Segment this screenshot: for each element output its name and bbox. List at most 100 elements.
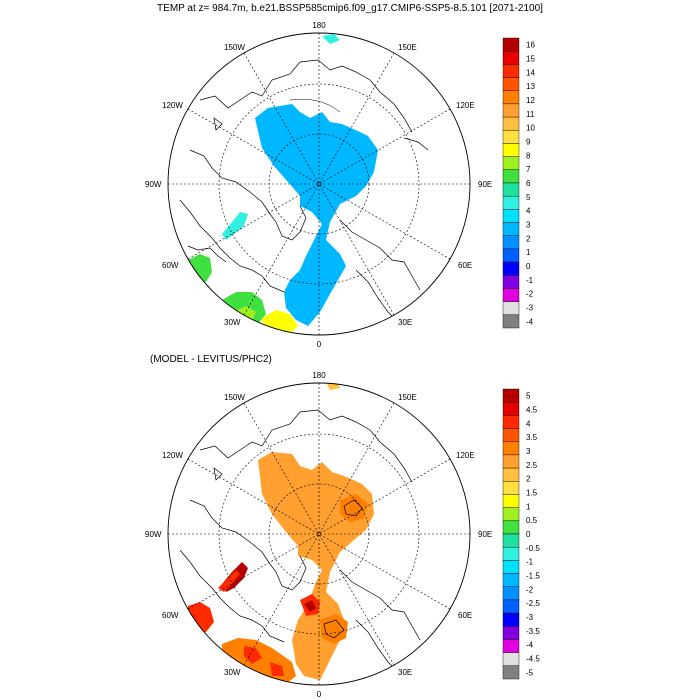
top-colorbar-label: 13	[526, 82, 535, 91]
bottom-colorbar-label: 1.5	[526, 488, 538, 497]
bottom-colorbar-label: 2	[526, 475, 531, 484]
top-main-field	[255, 104, 378, 326]
top-colorbar-box	[502, 116, 520, 131]
top-lon-label-150e: 150E	[398, 43, 417, 52]
bottom-coastlines	[179, 409, 421, 673]
top-colorbar-label: 6	[526, 179, 531, 188]
top-colorbar-box	[502, 37, 520, 52]
top-colorbar-box	[502, 156, 520, 171]
top-colorbar-box	[502, 50, 520, 65]
bottom-lon-label-90w: 90W	[145, 530, 162, 539]
top-colorbar-label: 15	[526, 54, 535, 63]
top-colorbar-box	[502, 195, 520, 210]
bottom-colorbar-label: 3.5	[526, 433, 538, 442]
top-colorbar-box	[502, 209, 520, 223]
top-colorbar-label: -1	[526, 276, 534, 285]
bottom-lon-label-150e: 150E	[398, 393, 417, 402]
bottom-orange-patch-30e	[320, 614, 348, 644]
bottom-colorbar: 5 4.5 4 3.5 3 2.5 2 1.5 1 0.5 0 -0.5 -1 -1.5 -2 -2.5 -3 -…	[502, 388, 540, 680]
bottom-colorbar-label: 4	[526, 419, 531, 428]
top-lon-label-180: 180	[312, 21, 326, 30]
top-map-boundary	[167, 32, 471, 336]
top-colorbar-box	[502, 103, 520, 118]
top-colorbar-box	[502, 143, 520, 157]
bottom-colorbar-box	[502, 454, 520, 469]
bottom-orange-patch-30w	[222, 638, 296, 684]
top-polar-map	[179, 34, 429, 335]
bottom-yellow-patch-north	[326, 383, 340, 390]
top-lon-label-60e: 60E	[458, 261, 472, 270]
bottom-graticule	[168, 383, 470, 685]
bottom-colorbar-box	[502, 428, 520, 442]
top-colorbar-box	[502, 90, 520, 105]
top-colorbar-box	[502, 235, 520, 250]
bottom-colorbar-label: 1	[526, 502, 531, 511]
main-title: TEMP at z= 984.7m, b.e21.BSSP585cmip6.f0…	[157, 3, 543, 14]
top-colorbar-label: 5	[526, 193, 531, 202]
bottom-colorbar-box	[502, 494, 520, 508]
top-lon-label-60w: 60W	[162, 261, 179, 270]
top-colorbar-box	[502, 169, 520, 184]
top-colorbar-label: 7	[526, 165, 531, 174]
bottom-colorbar-box	[502, 599, 520, 614]
top-graticule	[168, 33, 470, 335]
bottom-colorbar-label: -3	[526, 613, 534, 622]
bottom-lon-label-0: 0	[317, 690, 322, 699]
bottom-colorbar-box	[502, 401, 520, 416]
bottom-lon-label-30w: 30W	[224, 668, 241, 677]
difference-subtitle: (MODEL - LEVITUS/PHC2)	[150, 354, 272, 365]
top-colorbar-label: -3	[526, 304, 534, 313]
bottom-colorbar-label: -4	[526, 641, 534, 650]
bottom-colorbar-box	[502, 573, 520, 587]
top-colorbar-box	[502, 288, 520, 302]
top-colorbar-label: 8	[526, 151, 531, 160]
bottom-lon-label-120w: 120W	[162, 451, 183, 460]
top-colorbar-label: -2	[526, 290, 534, 299]
top-lon-label-30e: 30E	[398, 318, 412, 327]
bottom-lon-label-150w: 150W	[224, 393, 245, 402]
bottom-colorbar-box	[502, 639, 520, 653]
top-colorbar-box	[502, 275, 520, 289]
bottom-lon-label-90e: 90E	[478, 530, 492, 539]
bottom-colorbar-label: 0.5	[526, 516, 538, 525]
bottom-orange-ring	[340, 494, 368, 522]
top-colorbar-box	[502, 182, 520, 197]
top-colorbar-box	[502, 301, 520, 316]
bottom-colorbar-box	[502, 520, 520, 535]
top-green-patch-60w	[188, 254, 212, 284]
bottom-colorbar-box	[502, 612, 520, 627]
top-lon-label-150w: 150W	[224, 43, 245, 52]
bottom-colorbar-label: -0.5	[526, 544, 540, 553]
bottom-colorbar-label: 5	[526, 392, 531, 401]
bottom-colorbar-box	[502, 388, 520, 403]
bottom-colorbar-label: -2	[526, 585, 534, 594]
top-colorbar-label: 1	[526, 248, 531, 257]
bottom-colorbar-box	[502, 481, 520, 495]
bottom-lon-label-60w: 60W	[162, 611, 179, 620]
bottom-colorbar-box	[502, 507, 520, 522]
bottom-colorbar-box	[502, 467, 520, 482]
top-colorbar-box	[502, 64, 520, 78]
top-colorbar-label: 9	[526, 137, 531, 146]
bottom-colorbar-label: -1	[526, 558, 534, 567]
top-colorbar-box	[502, 77, 520, 91]
top-colorbar-box	[502, 222, 520, 236]
top-lon-label-30w: 30W	[224, 318, 241, 327]
bottom-map-boundary	[167, 382, 471, 686]
bottom-colorbar-box	[502, 652, 520, 667]
bottom-colorbar-label: 4.5	[526, 405, 538, 414]
top-cyan-patch-north	[322, 34, 340, 44]
top-colorbar-label: 11	[526, 110, 535, 119]
top-lon-label-120e: 120E	[456, 101, 475, 110]
top-colorbar-label: 10	[526, 124, 535, 133]
top-colorbar-box	[502, 248, 520, 263]
top-lon-label-120w: 120W	[162, 101, 183, 110]
top-colorbar-label: 2	[526, 234, 531, 243]
bottom-lon-label-30e: 30E	[398, 668, 412, 677]
bottom-colorbar-label: -3.5	[526, 627, 540, 636]
bottom-colorbar-label: 2.5	[526, 461, 538, 470]
top-lon-label-90e: 90E	[478, 180, 492, 189]
top-colorbar-label: 0	[526, 262, 531, 271]
